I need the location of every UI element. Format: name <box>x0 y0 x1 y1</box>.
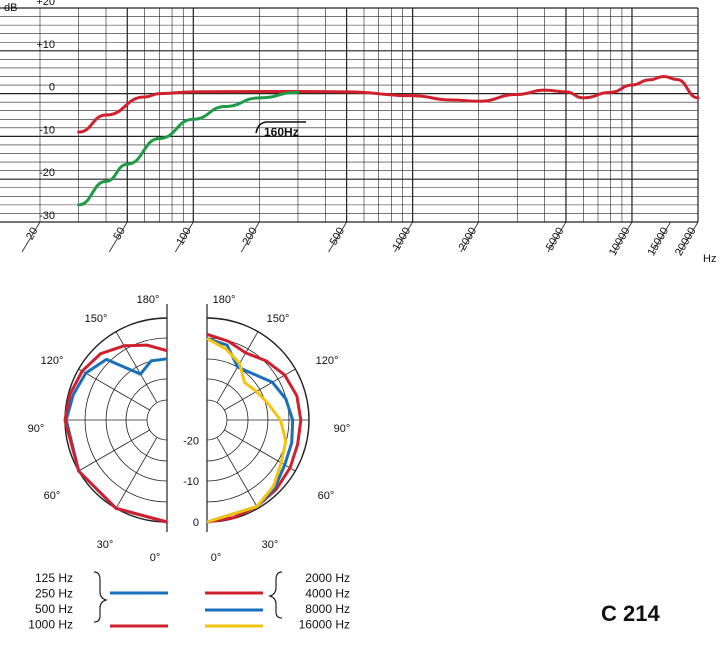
y-tick-label: -10 <box>39 124 55 136</box>
y-tick-label: +20 <box>36 0 55 8</box>
polar-angle-labels: 180° 150° 120° 90° 60° 30° 0° 180° 150° 120° 90° 60… <box>28 294 351 564</box>
highpass-filter-icon <box>255 121 306 134</box>
x-tick-slant <box>652 221 671 253</box>
polar-radial-label: 0 <box>193 517 199 529</box>
legend-right-brace <box>268 571 283 619</box>
x-tick-slant <box>21 221 41 253</box>
y-tick-label: -20 <box>39 167 55 179</box>
frequency-response-chart: dB +20+100-10-20-30 20501002005001000200… <box>0 0 716 265</box>
legend-right-label: 4000 Hz <box>305 587 350 601</box>
y-tick-labels: +20 +10 0 -10 -20 -30 <box>36 0 55 222</box>
polar-angle-label: 60° <box>44 490 61 502</box>
polar-spoke-left <box>115 331 158 403</box>
x-tick-slant <box>240 221 260 253</box>
x-tick-slant <box>174 221 194 253</box>
cutoff-annotation: 160Hz <box>255 121 306 139</box>
polar-spoke-left <box>78 429 150 472</box>
series-line-1 <box>77 90 300 207</box>
x-tick-label: 50 <box>111 226 128 243</box>
polar-right-series-1 <box>206 336 295 524</box>
frequency-series <box>77 74 700 207</box>
polar-radial-labels: -20 -10 0 <box>183 435 199 529</box>
polar-right-series-0 <box>206 332 303 524</box>
polar-angle-label: 120° <box>41 355 64 367</box>
polar-series <box>63 332 303 524</box>
polar-angle-label: 30° <box>97 539 114 551</box>
cutoff-label: 160Hz <box>264 125 299 139</box>
polar-angle-label: 30° <box>262 539 279 551</box>
x-tick-label: 100 <box>174 226 194 248</box>
polar-angle-label: 120° <box>316 355 339 367</box>
legend-left-label: 1000 Hz <box>28 618 73 632</box>
y-tick-label: +10 <box>36 39 55 51</box>
model-name: C 214 <box>601 601 660 626</box>
polar-right-series-2 <box>206 337 288 524</box>
polar-spoke-left <box>115 437 158 509</box>
y-tick-label: -30 <box>39 210 55 222</box>
x-tick-label: 200 <box>240 226 260 248</box>
polar-angle-label: 60° <box>318 490 335 502</box>
x-tick-slant <box>328 221 347 253</box>
polar-angle-label: 90° <box>334 423 351 435</box>
legend-left-label: 500 Hz <box>35 602 73 616</box>
legend-left-brace <box>93 571 108 623</box>
polar-left-series-1 <box>63 343 168 524</box>
x-tick-label: 20 <box>24 226 41 243</box>
polar-angle-label: 0° <box>211 552 222 564</box>
legend-right-label: 16000 Hz <box>299 618 350 632</box>
legend-left-label: 250 Hz <box>35 587 73 601</box>
polar-radial-label: -20 <box>183 435 199 447</box>
x-tick-slant <box>108 221 128 253</box>
polar-angle-label: 180° <box>137 294 160 306</box>
polar-grid <box>64 304 310 532</box>
polar-angle-label: 150° <box>85 313 108 325</box>
x-unit-label: Hz <box>703 253 716 265</box>
legend-left-label: 125 Hz <box>35 571 73 585</box>
x-tick-slant <box>679 221 699 253</box>
legend-right-label: 2000 Hz <box>305 571 350 585</box>
x-tick-label: 500 <box>328 226 348 248</box>
y-tick-label: 0 <box>49 82 55 94</box>
x-tick-slant <box>394 221 413 253</box>
frequency-grid <box>0 7 699 223</box>
x-tick-slant <box>547 221 567 253</box>
y-unit-label: dB <box>4 2 17 14</box>
x-tick-slant <box>613 221 633 253</box>
polar-angle-label: 180° <box>213 294 236 306</box>
polar-angle-label: 150° <box>267 313 290 325</box>
polar-angle-label: 0° <box>150 552 161 564</box>
polar-radial-label: -10 <box>183 476 199 488</box>
x-tick-slant <box>460 221 480 253</box>
polar-angle-label: 90° <box>28 423 45 435</box>
polar-left-series-0 <box>64 357 168 524</box>
polar-ring-right <box>206 399 228 441</box>
polar-spoke-right <box>216 437 259 509</box>
legend-right-label: 8000 Hz <box>305 602 350 616</box>
polar-ring-left <box>146 399 168 441</box>
polar-pattern-chart: 180° 150° 120° 90° 60° 30° 0° 180° 150° 120° 90° 60… <box>28 294 351 564</box>
series-line-0 <box>77 74 700 134</box>
x-tick-labels: 2050100200500100020005000100001500020000 <box>21 221 699 258</box>
polar-spoke-left <box>78 368 150 411</box>
